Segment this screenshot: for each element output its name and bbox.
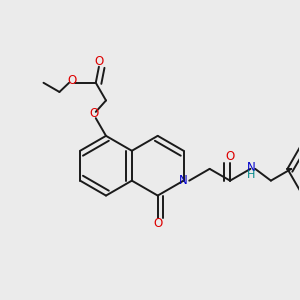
Text: N: N: [246, 161, 255, 174]
Text: H: H: [247, 169, 255, 179]
Text: O: O: [67, 74, 76, 87]
Text: O: O: [94, 55, 104, 68]
Text: O: O: [225, 150, 235, 163]
Text: O: O: [90, 107, 99, 120]
Text: O: O: [153, 217, 162, 230]
Text: N: N: [179, 174, 188, 187]
